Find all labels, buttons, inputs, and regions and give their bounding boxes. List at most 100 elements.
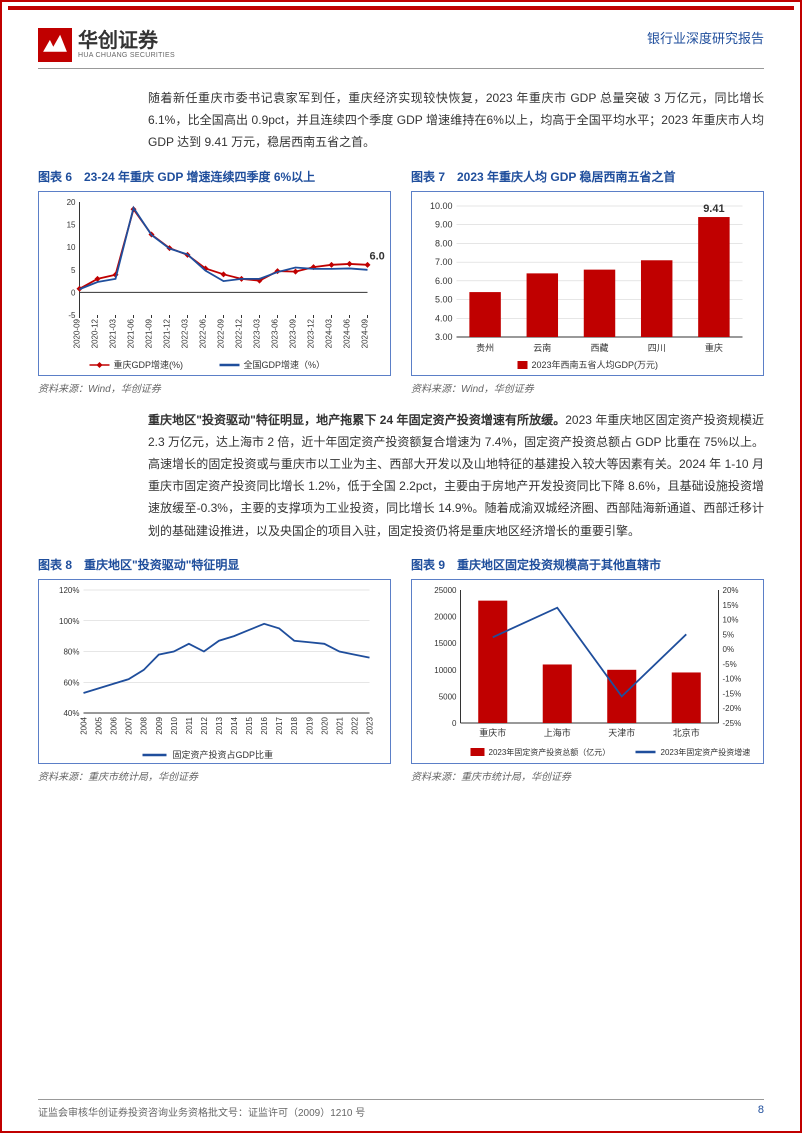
svg-text:2020-12: 2020-12 bbox=[91, 318, 100, 348]
svg-text:20000: 20000 bbox=[434, 612, 457, 621]
svg-text:2010: 2010 bbox=[170, 716, 179, 734]
svg-text:2007: 2007 bbox=[125, 716, 134, 734]
svg-text:2022-12: 2022-12 bbox=[235, 318, 244, 348]
logo: 华创证券 HUA CHUANG SECURITIES bbox=[38, 28, 175, 62]
svg-text:0%: 0% bbox=[723, 645, 735, 654]
svg-text:5%: 5% bbox=[723, 630, 735, 639]
svg-text:2019: 2019 bbox=[305, 716, 314, 734]
svg-text:2004: 2004 bbox=[80, 716, 89, 734]
svg-text:15000: 15000 bbox=[434, 639, 457, 648]
page-footer: 证监会审核华创证券投资咨询业务资格批文号：证监许可（2009）1210 号 8 bbox=[38, 1099, 764, 1119]
svg-text:2022-09: 2022-09 bbox=[217, 318, 226, 348]
svg-text:3.00: 3.00 bbox=[435, 332, 453, 342]
svg-text:2023-06: 2023-06 bbox=[271, 318, 280, 348]
svg-text:重庆: 重庆 bbox=[705, 342, 723, 353]
para2-rest: 2023 年重庆地区固定资产投资规模近 2.3 万亿元，达上海市 2 倍，近十年… bbox=[148, 413, 764, 538]
svg-text:上海市: 上海市 bbox=[544, 727, 571, 738]
svg-text:2021-03: 2021-03 bbox=[109, 318, 118, 348]
svg-text:25000: 25000 bbox=[434, 586, 457, 595]
footer-left: 证监会审核华创证券投资咨询业务资格批文号：证监许可（2009）1210 号 bbox=[38, 1104, 365, 1119]
svg-text:2023-12: 2023-12 bbox=[307, 318, 316, 348]
svg-text:2008: 2008 bbox=[140, 716, 149, 734]
svg-text:2021-06: 2021-06 bbox=[127, 318, 136, 348]
page-frame: 华创证券 HUA CHUANG SECURITIES 银行业深度研究报告 随着新… bbox=[0, 0, 802, 1133]
svg-text:2024-09: 2024-09 bbox=[361, 318, 370, 348]
svg-text:北京市: 北京市 bbox=[673, 727, 700, 738]
svg-text:9.41: 9.41 bbox=[703, 203, 724, 215]
svg-text:80%: 80% bbox=[63, 647, 79, 656]
logo-icon bbox=[38, 28, 72, 62]
svg-text:6.0: 6.0 bbox=[370, 250, 385, 262]
svg-text:10: 10 bbox=[67, 243, 76, 252]
page-number: 8 bbox=[758, 1104, 764, 1119]
svg-text:2022-03: 2022-03 bbox=[181, 318, 190, 348]
svg-text:2020-09: 2020-09 bbox=[73, 318, 82, 348]
svg-text:0: 0 bbox=[452, 719, 457, 728]
chart6-title: 图表 6 23-24 年重庆 GDP 增速连续四季度 6%以上 bbox=[38, 168, 391, 185]
svg-text:2012: 2012 bbox=[200, 716, 209, 734]
chart8-source: 资料来源：重庆市统计局，华创证券 bbox=[38, 768, 391, 783]
svg-text:2021-09: 2021-09 bbox=[145, 318, 154, 348]
svg-text:2013: 2013 bbox=[215, 716, 224, 734]
chart6-box: -5051015202020-092020-122021-032021-0620… bbox=[38, 191, 391, 376]
svg-text:4.00: 4.00 bbox=[435, 313, 453, 323]
chart9-box: 0500010000150002000025000-25%-20%-15%-10… bbox=[411, 579, 764, 764]
svg-text:2021: 2021 bbox=[335, 716, 344, 734]
svg-text:全国GDP增速（%）: 全国GDP增速（%） bbox=[244, 359, 326, 370]
svg-text:0: 0 bbox=[71, 288, 76, 297]
svg-text:8.00: 8.00 bbox=[435, 238, 453, 248]
svg-text:贵州: 贵州 bbox=[476, 342, 494, 353]
page-inner: 华创证券 HUA CHUANG SECURITIES 银行业深度研究报告 随着新… bbox=[8, 6, 794, 783]
svg-text:2022: 2022 bbox=[350, 716, 359, 734]
svg-text:2023: 2023 bbox=[366, 716, 375, 734]
chart9-title: 图表 9 重庆地区固定投资规模高于其他直辖市 bbox=[411, 556, 764, 573]
svg-text:云南: 云南 bbox=[533, 342, 551, 353]
svg-text:2023年固定资产投资总额（亿元）: 2023年固定资产投资总额（亿元） bbox=[489, 747, 611, 757]
svg-text:10000: 10000 bbox=[434, 665, 457, 674]
chart9-col: 图表 9 重庆地区固定投资规模高于其他直辖市 0 5000 10000 15000 20… bbox=[411, 556, 764, 783]
doc-title: 银行业深度研究报告 bbox=[647, 28, 764, 47]
svg-text:2006: 2006 bbox=[110, 716, 119, 734]
charts-row-2: 图表 8 重庆地区"投资驱动"特征明显 40%60%80%100%120%200… bbox=[38, 556, 764, 783]
svg-text:2014: 2014 bbox=[230, 716, 239, 734]
paragraph-1: 随着新任重庆市委书记袁家军到任，重庆经济实现较快恢复，2023 年重庆市 GDP… bbox=[38, 87, 764, 154]
chart7-title: 图表 7 2023 年重庆人均 GDP 稳居西南五省之首 bbox=[411, 168, 764, 185]
svg-text:9.00: 9.00 bbox=[435, 219, 453, 229]
svg-text:15: 15 bbox=[67, 220, 76, 229]
svg-text:2015: 2015 bbox=[245, 716, 254, 734]
chart8-title: 图表 8 重庆地区"投资驱动"特征明显 bbox=[38, 556, 391, 573]
svg-text:2005: 2005 bbox=[95, 716, 104, 734]
chart9-source: 资料来源：重庆市统计局，华创证券 bbox=[411, 768, 764, 783]
svg-text:5: 5 bbox=[71, 265, 76, 274]
svg-text:西藏: 西藏 bbox=[590, 342, 608, 353]
svg-text:2017: 2017 bbox=[275, 716, 284, 734]
svg-text:5000: 5000 bbox=[439, 692, 457, 701]
logo-en: HUA CHUANG SECURITIES bbox=[78, 52, 175, 60]
svg-text:2009: 2009 bbox=[155, 716, 164, 734]
svg-text:-20%: -20% bbox=[723, 704, 742, 713]
svg-text:40%: 40% bbox=[63, 709, 79, 718]
chart8-col: 图表 8 重庆地区"投资驱动"特征明显 40%60%80%100%120%200… bbox=[38, 556, 391, 783]
svg-text:2018: 2018 bbox=[290, 716, 299, 734]
svg-text:15%: 15% bbox=[723, 600, 739, 609]
svg-text:天津市: 天津市 bbox=[608, 727, 635, 738]
svg-text:2024-03: 2024-03 bbox=[325, 318, 334, 348]
svg-text:2023-03: 2023-03 bbox=[253, 318, 262, 348]
chart7-box: 3.004.005.006.007.008.009.0010.00贵州云南西藏四… bbox=[411, 191, 764, 376]
svg-text:20%: 20% bbox=[723, 586, 739, 595]
chart6-col: 图表 6 23-24 年重庆 GDP 增速连续四季度 6%以上 -5051015… bbox=[38, 168, 391, 395]
svg-text:-15%: -15% bbox=[723, 689, 742, 698]
svg-text:10.00: 10.00 bbox=[430, 201, 453, 211]
svg-text:2016: 2016 bbox=[260, 716, 269, 734]
svg-text:重庆GDP增速(%): 重庆GDP增速(%) bbox=[114, 359, 184, 370]
svg-text:60%: 60% bbox=[63, 678, 79, 687]
logo-text: 华创证券 HUA CHUANG SECURITIES bbox=[78, 30, 175, 60]
svg-text:2011: 2011 bbox=[185, 716, 194, 734]
svg-text:2023-09: 2023-09 bbox=[289, 318, 298, 348]
page-header: 华创证券 HUA CHUANG SECURITIES 银行业深度研究报告 bbox=[38, 28, 764, 69]
svg-text:2023年西南五省人均GDP(万元): 2023年西南五省人均GDP(万元) bbox=[532, 359, 659, 370]
svg-text:20: 20 bbox=[67, 198, 76, 207]
para2-bold: 重庆地区"投资驱动"特征明显，地产拖累下 24 年固定资产投资增速有所放缓。 bbox=[148, 413, 565, 427]
svg-text:四川: 四川 bbox=[648, 343, 666, 353]
chart8-box: 40%60%80%100%120%20042005200620072008200… bbox=[38, 579, 391, 764]
